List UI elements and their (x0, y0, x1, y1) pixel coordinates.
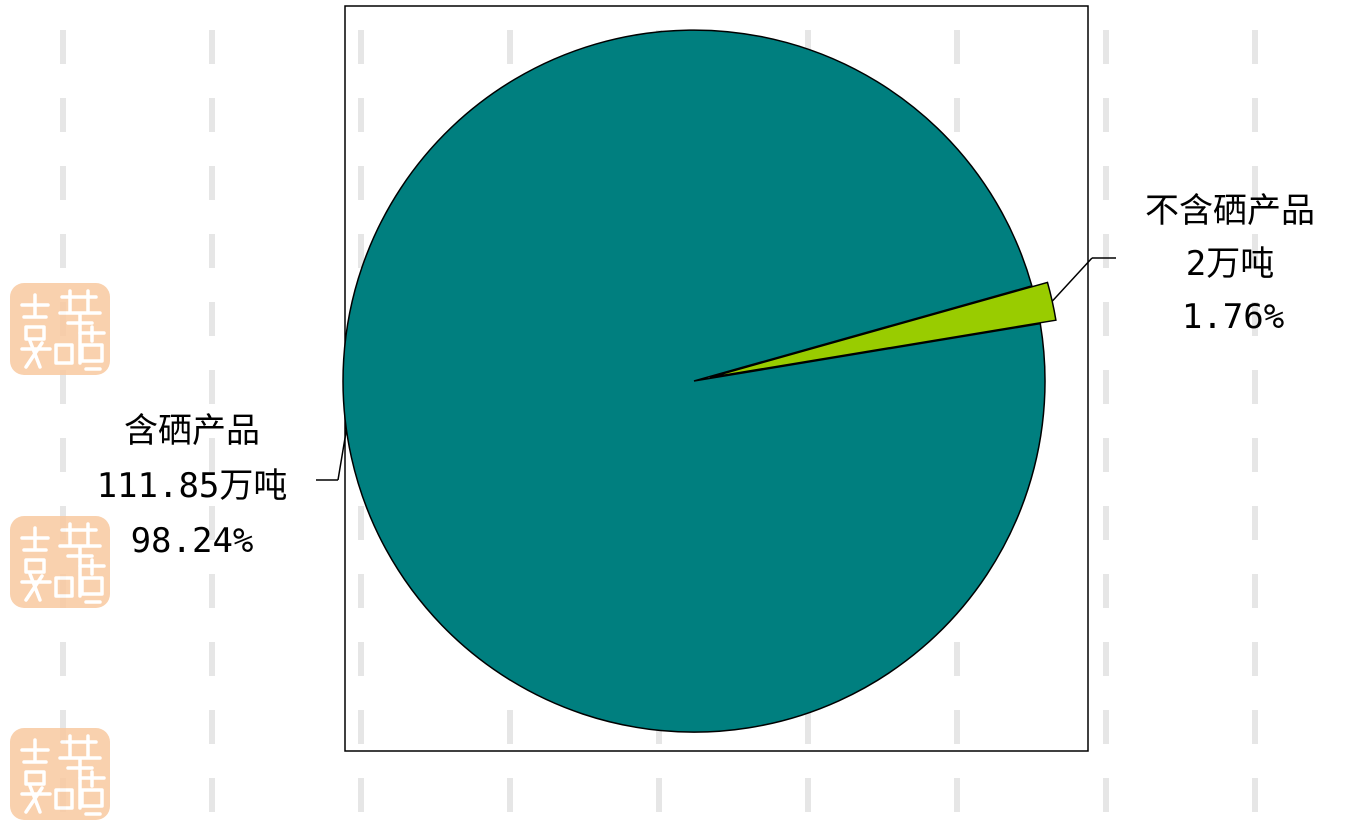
background-dash (209, 166, 215, 200)
background-dash (1103, 234, 1109, 268)
background-dash (954, 778, 960, 812)
background-dash (1252, 778, 1258, 812)
background-dash (358, 30, 364, 64)
background-dash (60, 30, 66, 64)
background-dash (1103, 370, 1109, 404)
background-dash (805, 778, 811, 812)
slice-label-name: 含硒产品 (124, 411, 260, 451)
background-dash (358, 98, 364, 132)
background-dash (1103, 302, 1109, 336)
background-dash (209, 302, 215, 336)
background-dash (954, 710, 960, 744)
background-dash (209, 234, 215, 268)
background-dash (1103, 778, 1109, 812)
background-dash (507, 710, 513, 744)
background-dash (209, 370, 215, 404)
leader-line-non-selenium-products (1051, 257, 1093, 302)
background-dash (805, 710, 811, 744)
background-dash (954, 30, 960, 64)
background-dash (1252, 642, 1258, 676)
background-dash (358, 166, 364, 200)
background-dash (358, 642, 364, 676)
background-dash (209, 642, 215, 676)
background-dash (60, 642, 66, 676)
pie-chart (342, 29, 1057, 733)
background-dash (209, 30, 215, 64)
background-dash (1252, 166, 1258, 200)
watermark-seals (10, 283, 110, 820)
background-dash (805, 30, 811, 64)
background-dash (1252, 370, 1258, 404)
background-dash (1252, 506, 1258, 540)
background-dash (60, 166, 66, 200)
background-dash (1252, 438, 1258, 472)
background-dash (60, 234, 66, 268)
background-dash (209, 778, 215, 812)
background-dash (1252, 302, 1258, 336)
pie-slice-selenium-products (342, 29, 1046, 733)
background-dash (1252, 710, 1258, 744)
background-dash (1103, 574, 1109, 608)
background-dash (1103, 166, 1109, 200)
background-dash (954, 642, 960, 676)
background-dash (1103, 438, 1109, 472)
background-dash (1103, 506, 1109, 540)
slice-label-percent: 1.76% (1182, 297, 1284, 337)
seal-watermark (10, 516, 110, 608)
background-dash (507, 30, 513, 64)
background-dash (1252, 30, 1258, 64)
background-dash (209, 574, 215, 608)
background-dash (1252, 574, 1258, 608)
background-dash (358, 234, 364, 268)
background-dash (60, 710, 66, 744)
slice-label-value: 111.85万吨 (97, 466, 288, 506)
background-dash (1103, 98, 1109, 132)
background-dash (358, 778, 364, 812)
background-dash (1103, 642, 1109, 676)
seal-watermark (10, 283, 110, 375)
background-dash (507, 778, 513, 812)
background-dash (1252, 234, 1258, 268)
background-dash (1103, 30, 1109, 64)
slice-label-name: 不含硒产品 (1145, 191, 1315, 231)
slice-label-percent: 98.24% (131, 521, 254, 561)
background-dash (60, 438, 66, 472)
background-dash (209, 438, 215, 472)
background-dash (656, 778, 662, 812)
background-dash (1103, 710, 1109, 744)
background-dash (60, 370, 66, 404)
background-dash (209, 98, 215, 132)
seal-watermark (10, 728, 110, 820)
background-dash (358, 574, 364, 608)
background-dash (1252, 98, 1258, 132)
background-dash (358, 506, 364, 540)
background-dash (954, 98, 960, 132)
pie-labels: 含硒产品 111.85万吨 98.24% 不含硒产品 2万吨 1.76% (97, 191, 1315, 561)
background-dash (209, 710, 215, 744)
background-dash (209, 506, 215, 540)
background-dash (358, 710, 364, 744)
slice-label-value: 2万吨 (1186, 244, 1274, 284)
background-dash (60, 98, 66, 132)
leader-line-selenium-products (337, 429, 348, 481)
